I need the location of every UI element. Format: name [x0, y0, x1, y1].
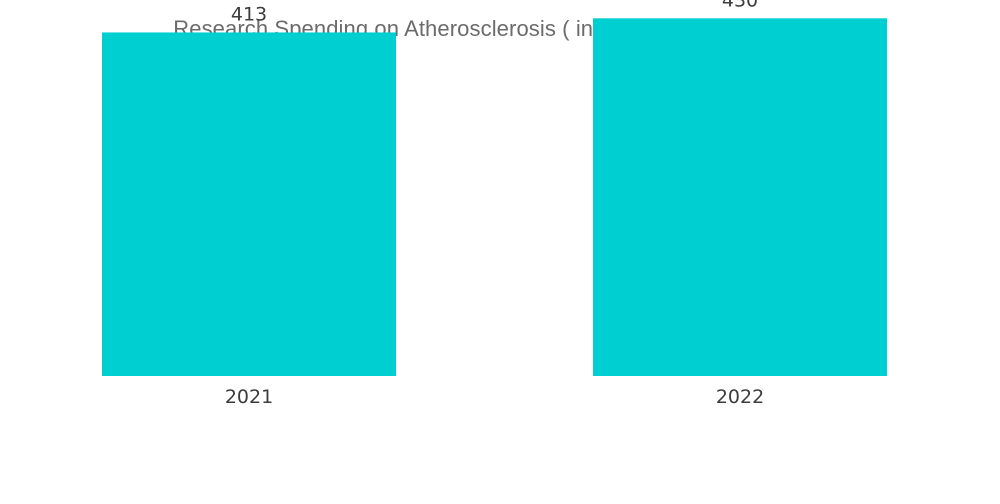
x-tick-label-2022: 2022: [716, 386, 764, 408]
bar-2022: [593, 18, 887, 377]
x-tick-label-2021: 2021: [225, 386, 273, 408]
bar-2021: [102, 32, 396, 377]
data-label-2022: 430: [722, 0, 758, 11]
bars-layer: 413 2021 430 2022: [102, 0, 887, 408]
data-label-2021: 413: [231, 3, 267, 25]
